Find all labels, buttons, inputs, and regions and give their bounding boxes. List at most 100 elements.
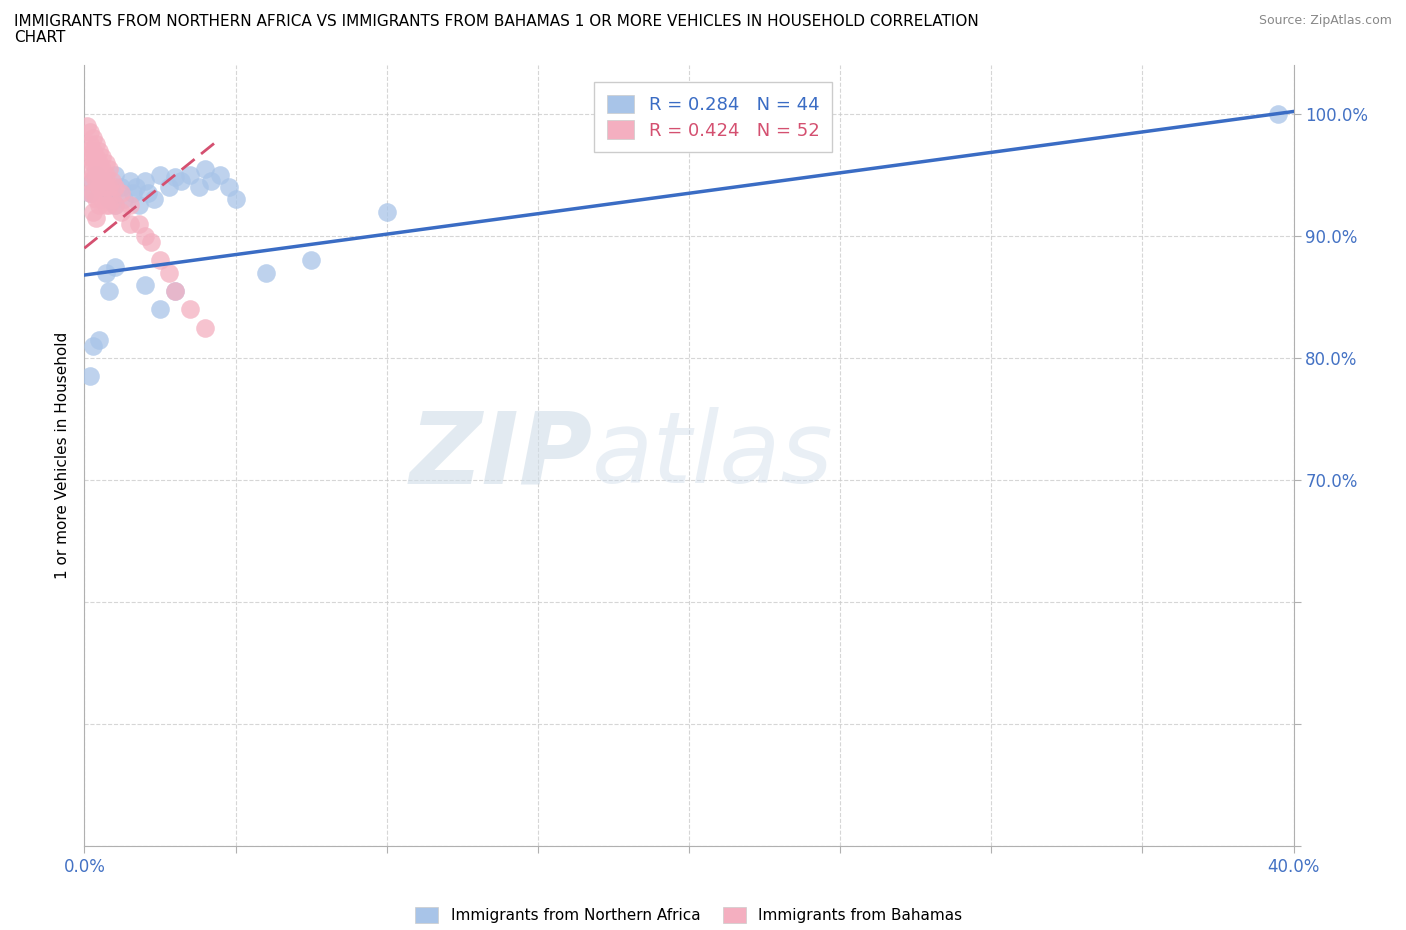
Point	[94, 155, 117, 170]
Point	[110, 204, 132, 219]
Text: atlas: atlas	[592, 407, 834, 504]
Point	[104, 179, 127, 194]
Point	[94, 198, 117, 213]
Point	[134, 229, 156, 244]
Point	[79, 174, 101, 189]
Point	[86, 137, 108, 152]
Point	[79, 137, 101, 152]
Point	[225, 192, 247, 206]
Point	[82, 339, 104, 353]
Point	[79, 149, 101, 164]
Point	[89, 332, 111, 347]
Point	[179, 167, 201, 182]
Point	[157, 265, 180, 280]
Point	[82, 186, 104, 201]
Point	[82, 174, 104, 189]
Point	[100, 174, 122, 189]
Point	[94, 179, 117, 194]
Point	[91, 149, 114, 164]
Point	[82, 167, 104, 182]
Point	[112, 192, 135, 206]
Point	[125, 179, 148, 194]
Point	[91, 192, 114, 206]
Point	[142, 192, 165, 206]
Point	[134, 277, 156, 292]
Point	[79, 186, 101, 201]
Point	[149, 167, 172, 182]
Point	[134, 174, 156, 189]
Point	[104, 167, 127, 182]
Point	[94, 265, 117, 280]
Point	[149, 301, 172, 316]
Point	[97, 284, 120, 299]
Point	[89, 198, 111, 213]
Point	[86, 162, 108, 177]
Point	[170, 174, 193, 189]
Point	[79, 186, 101, 201]
Point	[254, 265, 277, 280]
Point	[104, 198, 127, 213]
Point	[86, 210, 108, 225]
Point	[128, 198, 150, 213]
Point	[121, 186, 143, 201]
Point	[149, 253, 172, 268]
Text: ZIP: ZIP	[409, 407, 592, 504]
Point	[82, 131, 104, 146]
Point	[118, 174, 141, 189]
Point	[118, 198, 141, 213]
Point	[128, 217, 150, 232]
Point	[200, 174, 222, 189]
Point	[110, 186, 132, 201]
Point	[79, 162, 101, 177]
Point	[1267, 106, 1289, 121]
Point	[89, 167, 111, 182]
Point	[188, 179, 211, 194]
Point	[104, 259, 127, 274]
Point	[79, 369, 101, 384]
Point	[89, 143, 111, 158]
Point	[97, 198, 120, 213]
Point	[194, 162, 217, 177]
Text: Source: ZipAtlas.com: Source: ZipAtlas.com	[1258, 14, 1392, 27]
Point	[94, 167, 117, 182]
Point	[218, 179, 240, 194]
Point	[139, 234, 162, 249]
Point	[136, 186, 159, 201]
Point	[76, 143, 98, 158]
Point	[86, 149, 108, 164]
Point	[82, 204, 104, 219]
Point	[79, 125, 101, 140]
Point	[89, 179, 111, 194]
Point	[194, 320, 217, 335]
Point	[91, 174, 114, 189]
Point	[97, 179, 120, 194]
Point	[179, 301, 201, 316]
Text: IMMIGRANTS FROM NORTHERN AFRICA VS IMMIGRANTS FROM BAHAMAS 1 OR MORE VEHICLES IN: IMMIGRANTS FROM NORTHERN AFRICA VS IMMIG…	[14, 14, 979, 29]
Point	[104, 198, 127, 213]
Point	[86, 167, 108, 182]
Point	[76, 119, 98, 134]
Text: CHART: CHART	[14, 30, 66, 45]
Point	[375, 204, 398, 219]
Point	[91, 174, 114, 189]
Point	[165, 284, 187, 299]
Point	[165, 284, 187, 299]
Point	[86, 174, 108, 189]
Point	[97, 162, 120, 177]
Point	[157, 179, 180, 194]
Point	[100, 192, 122, 206]
Y-axis label: 1 or more Vehicles in Household: 1 or more Vehicles in Household	[55, 332, 70, 579]
Point	[91, 162, 114, 177]
Point	[86, 192, 108, 206]
Point	[89, 179, 111, 194]
Point	[100, 186, 122, 201]
Legend: Immigrants from Northern Africa, Immigrants from Bahamas: Immigrants from Northern Africa, Immigra…	[409, 901, 969, 929]
Point	[97, 192, 120, 206]
Point	[209, 167, 232, 182]
Point	[118, 217, 141, 232]
Point	[94, 182, 117, 197]
Point	[82, 155, 104, 170]
Point	[299, 253, 322, 268]
Point	[165, 170, 187, 185]
Point	[82, 143, 104, 158]
